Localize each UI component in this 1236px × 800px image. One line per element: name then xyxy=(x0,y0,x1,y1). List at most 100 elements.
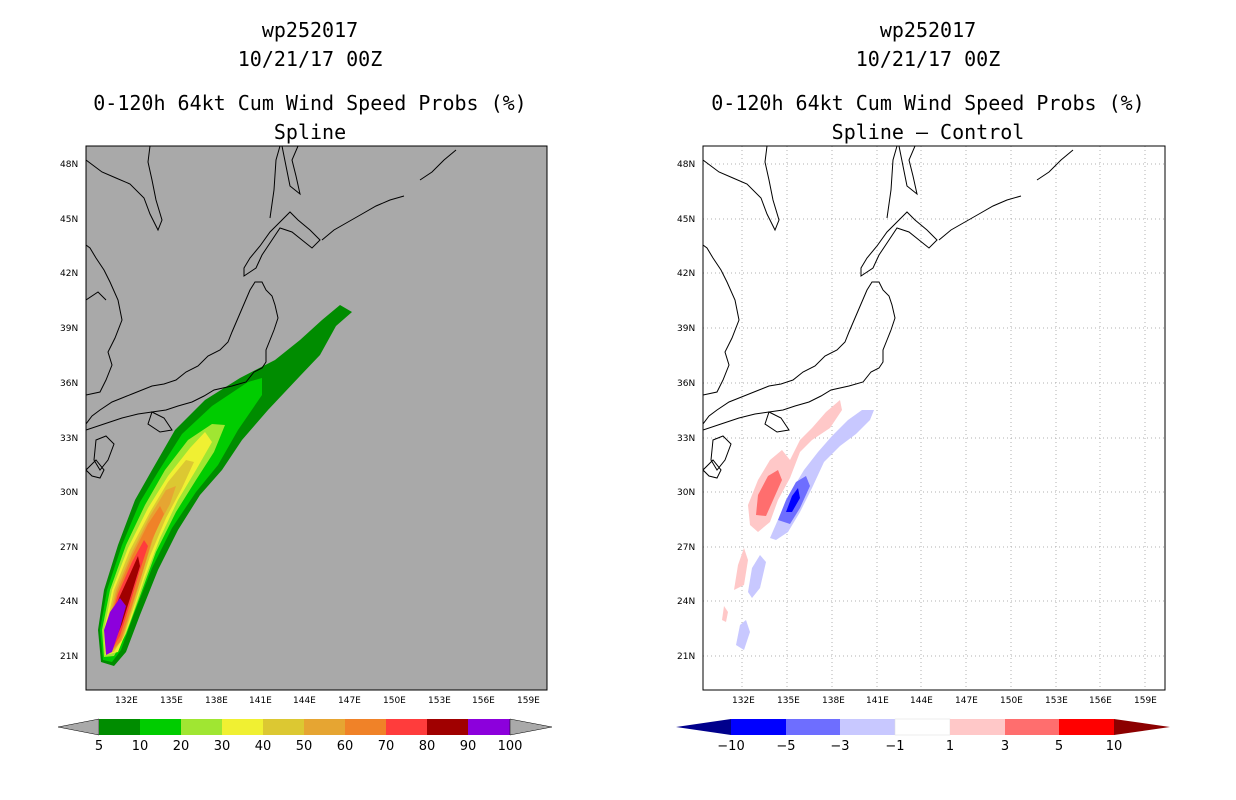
right-colorbar-label: −1 xyxy=(885,739,904,754)
right-colorbar-label: −5 xyxy=(776,739,795,754)
diff-negative-5-10 xyxy=(786,488,800,512)
right-lat-tick: 33N xyxy=(677,434,695,444)
left-coastlines xyxy=(86,146,457,479)
right-map-frame xyxy=(702,145,1166,691)
right-map-background xyxy=(703,146,1165,690)
left-lat-tick: 30N xyxy=(60,488,78,498)
left-colorbar-swatch xyxy=(263,719,304,735)
right-lat-tick: 30N xyxy=(677,488,695,498)
right-colorbar-swatch xyxy=(840,719,895,735)
right-colorbar-swatch xyxy=(731,719,786,735)
left-subtitle: Spline xyxy=(274,120,346,144)
right-colorbar-label: 5 xyxy=(1055,739,1063,754)
diff-negative-1-3 xyxy=(748,555,766,598)
right-lat-tick: 42N xyxy=(677,269,695,279)
left-colorbar-label: 10 xyxy=(132,739,149,754)
left-lat-tick: 21N xyxy=(60,652,78,662)
left-lat-tick: 24N xyxy=(60,597,78,607)
right-colorbar-label: −3 xyxy=(830,739,849,754)
left-colorbar-swatch xyxy=(140,719,181,735)
left-map-background xyxy=(86,146,547,690)
right-difference-field xyxy=(722,400,874,650)
right-colorbar-label: −10 xyxy=(717,739,744,754)
right-lat-tick: 39N xyxy=(677,324,695,334)
left-title: 0-120h 64kt Cum Wind Speed Probs (%) xyxy=(93,91,526,115)
left-lon-tick: 144E xyxy=(293,696,316,706)
right-subtitle: Spline – Control xyxy=(832,120,1025,144)
left-storm-id: wp252017 xyxy=(262,18,358,42)
left-lon-tick: 156E xyxy=(472,696,495,706)
right-lon-tick: 159E xyxy=(1134,696,1157,706)
right-lat-tick: 45N xyxy=(677,215,695,225)
right-colorbar-high-arrow xyxy=(1114,719,1170,735)
diff-positive-1-3 xyxy=(734,548,748,590)
right-panel: wp252017 10/21/17 00Z 0-120h 64kt Cum Wi… xyxy=(676,18,1170,754)
right-lon-tick: 147E xyxy=(955,696,978,706)
left-datetime: 10/21/17 00Z xyxy=(238,47,383,71)
left-colorbar-swatch xyxy=(99,719,140,735)
left-colorbar-high-arrow xyxy=(509,718,553,736)
left-probability-swath xyxy=(98,305,352,666)
left-colorbar-label: 20 xyxy=(173,739,190,754)
diff-positive-3-5 xyxy=(756,470,782,516)
left-lat-ticks: 48N 45N 42N 39N 36N 33N 30N 27N 24N 21N xyxy=(60,160,78,662)
left-colorbar-label: 80 xyxy=(419,739,436,754)
right-colorbar: −10 −5 −3 −1 1 3 5 10 xyxy=(676,718,1170,754)
right-lat-tick: 48N xyxy=(677,160,695,170)
left-colorbar-swatch xyxy=(468,719,510,735)
left-lon-tick: 135E xyxy=(160,696,183,706)
left-lon-tick: 141E xyxy=(249,696,272,706)
right-lat-ticks: 48N 45N 42N 39N 36N 33N 30N 27N 24N 21N xyxy=(677,160,695,662)
left-colorbar-label: 50 xyxy=(296,739,313,754)
left-lon-tick: 159E xyxy=(517,696,540,706)
left-colorbar-low-arrow xyxy=(57,718,100,736)
right-lon-tick: 135E xyxy=(777,696,800,706)
left-lon-tick: 132E xyxy=(115,696,138,706)
right-lon-tick: 156E xyxy=(1089,696,1112,706)
left-lat-tick: 39N xyxy=(60,324,78,334)
right-colorbar-label: 1 xyxy=(946,739,954,754)
left-colorbar-label: 100 xyxy=(498,739,523,754)
left-lat-tick: 48N xyxy=(60,160,78,170)
right-lat-tick: 21N xyxy=(677,652,695,662)
right-colorbar-low-arrow xyxy=(676,719,731,735)
right-lon-tick: 132E xyxy=(732,696,755,706)
right-title: 0-120h 64kt Cum Wind Speed Probs (%) xyxy=(711,91,1144,115)
left-colorbar-swatch xyxy=(222,719,263,735)
left-colorbar-swatch xyxy=(386,719,427,735)
right-lat-tick: 27N xyxy=(677,543,695,553)
left-colorbar-label: 40 xyxy=(255,739,272,754)
left-lon-tick: 150E xyxy=(383,696,406,706)
right-colorbar-swatch xyxy=(894,718,951,736)
left-lat-tick: 42N xyxy=(60,269,78,279)
right-lon-tick: 150E xyxy=(1000,696,1023,706)
left-colorbar-swatch xyxy=(345,719,386,735)
right-coastlines xyxy=(703,146,1074,479)
left-colorbar-swatch xyxy=(304,719,345,735)
right-lat-tick: 24N xyxy=(677,597,695,607)
left-lat-tick: 33N xyxy=(60,434,78,444)
diff-negative-1-3 xyxy=(736,620,750,650)
right-colorbar-swatch xyxy=(1005,719,1059,735)
left-lon-tick: 153E xyxy=(428,696,451,706)
left-colorbar-label: 5 xyxy=(95,739,103,754)
right-colorbar-label: 3 xyxy=(1001,739,1009,754)
right-colorbar-swatch xyxy=(1059,719,1114,735)
left-colorbar: 5 10 20 30 40 50 60 70 80 90 100 xyxy=(57,718,553,754)
left-lat-tick: 27N xyxy=(60,543,78,553)
right-lon-tick: 141E xyxy=(866,696,889,706)
left-lon-ticks: 132E 135E 138E 141E 144E 147E 150E 153E … xyxy=(115,696,540,706)
left-lon-tick: 147E xyxy=(338,696,361,706)
left-colorbar-label: 30 xyxy=(214,739,231,754)
right-colorbar-label: 10 xyxy=(1106,739,1123,754)
diff-positive-1-3 xyxy=(722,606,728,622)
left-colorbar-label: 70 xyxy=(378,739,395,754)
left-panel: wp252017 10/21/17 00Z 0-120h 64kt Cum Wi… xyxy=(57,18,553,754)
left-map-frame xyxy=(85,145,548,691)
prob-band-90 xyxy=(104,598,126,655)
left-colorbar-label: 60 xyxy=(337,739,354,754)
left-lon-tick: 138E xyxy=(205,696,228,706)
right-lon-ticks: 132E 135E 138E 141E 144E 147E 150E 153E … xyxy=(732,696,1157,706)
right-datetime: 10/21/17 00Z xyxy=(856,47,1001,71)
